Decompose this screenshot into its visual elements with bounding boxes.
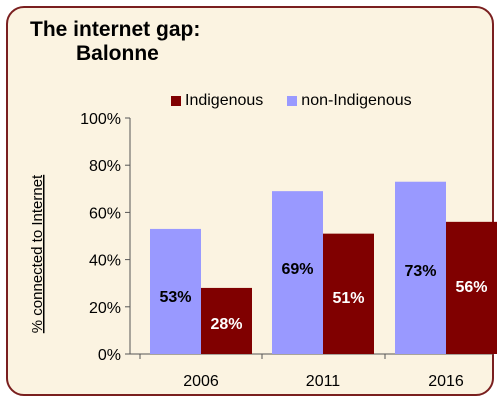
bar-non-indigenous <box>150 228 201 354</box>
x-tick-label: 2011 <box>306 373 341 390</box>
data-label: 51% <box>332 290 364 307</box>
legend-swatch-non-indigenous <box>287 96 298 106</box>
y-tick-label: 40% <box>89 253 121 270</box>
data-label: 53% <box>159 289 191 306</box>
bar-indigenous <box>446 221 497 354</box>
data-label: 69% <box>281 261 313 278</box>
legend-item-non-indigenous: non-Indigenous <box>287 92 412 110</box>
y-tick-label: 60% <box>89 205 121 222</box>
x-tick-label: 2006 <box>183 373 219 390</box>
y-axis-label: % connected to Internet <box>29 174 46 333</box>
bar-non-indigenous <box>272 191 323 354</box>
x-tick-label: 2016 <box>428 373 464 390</box>
legend-item-indigenous: Indigenous <box>171 92 263 110</box>
data-label: 56% <box>455 279 487 296</box>
data-label: 28% <box>210 316 242 333</box>
legend-label-indigenous: Indigenous <box>185 92 264 109</box>
legend-swatch-indigenous <box>171 96 181 106</box>
chart-title-line2: Balonne <box>76 42 159 65</box>
y-tick-label: 100% <box>80 111 121 128</box>
y-tick-label: 80% <box>89 158 121 175</box>
chart-title-line1: The internet gap: <box>30 18 201 41</box>
bar-indigenous <box>323 233 374 354</box>
y-tick-label: 20% <box>89 300 121 317</box>
chart-legend: Indigenous non-Indigenous <box>171 92 436 110</box>
chart-title: The internet gap: Balonne <box>30 18 200 66</box>
data-label: 73% <box>404 263 436 280</box>
y-tick-label: 0% <box>98 347 121 364</box>
bar-non-indigenous <box>395 181 446 354</box>
legend-label-non-indigenous: non-Indigenous <box>301 92 412 109</box>
bar-indigenous <box>201 287 252 354</box>
